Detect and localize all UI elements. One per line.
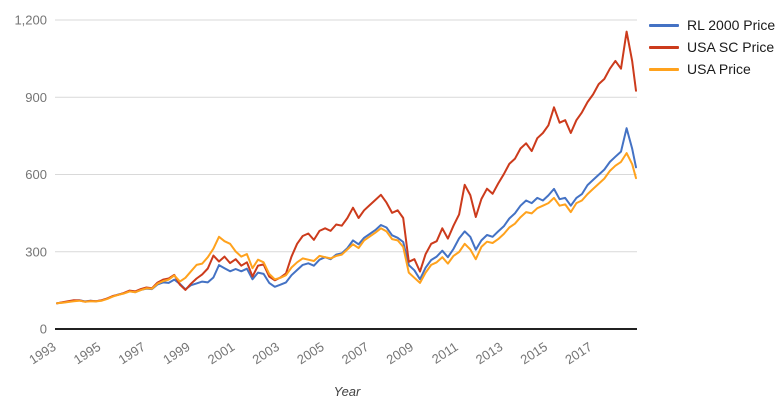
x-tick-label: 2017 — [562, 339, 594, 367]
series-line-usa-sc-price — [56, 30, 637, 305]
x-tick-label: 2009 — [384, 339, 416, 367]
x-tick-label: 2005 — [294, 339, 326, 367]
legend-label: USA Price — [687, 61, 751, 77]
x-tick-label: 2011 — [429, 339, 461, 367]
series-line-rl-2000-price — [56, 127, 637, 305]
x-tick-label: 2013 — [473, 339, 505, 367]
legend-item-rl2000: RL 2000 Price — [649, 18, 775, 33]
legend-label: USA SC Price — [687, 39, 775, 55]
x-tick-label: 1993 — [26, 339, 58, 367]
legend-line-swatch-blue — [649, 24, 679, 27]
x-tick-label: 1999 — [160, 339, 192, 367]
x-tick-label: 2007 — [339, 339, 371, 367]
x-tick-label: 1995 — [71, 339, 103, 367]
legend-item-usa: USA Price — [649, 62, 775, 77]
x-tick-label: 2015 — [518, 339, 550, 367]
series-line-usa-price — [56, 152, 637, 305]
x-tick-label: 1997 — [116, 339, 148, 367]
y-tick-label: 900 — [25, 90, 47, 105]
x-axis-title: Year — [333, 384, 361, 399]
y-tick-label: 1,200 — [14, 13, 47, 28]
x-tick-label: 2003 — [250, 339, 282, 367]
legend-label: RL 2000 Price — [687, 17, 776, 33]
legend-line-swatch-orange — [649, 68, 679, 71]
y-tick-label: 0 — [40, 322, 47, 337]
y-tick-label: 600 — [25, 167, 47, 182]
x-tick-label: 2001 — [205, 339, 237, 367]
y-tick-label: 300 — [25, 244, 47, 259]
legend-line-swatch-red — [649, 46, 679, 49]
legend-item-usa-sc: USA SC Price — [649, 40, 775, 55]
chart-legend: RL 2000 Price USA SC Price USA Price — [649, 18, 775, 77]
